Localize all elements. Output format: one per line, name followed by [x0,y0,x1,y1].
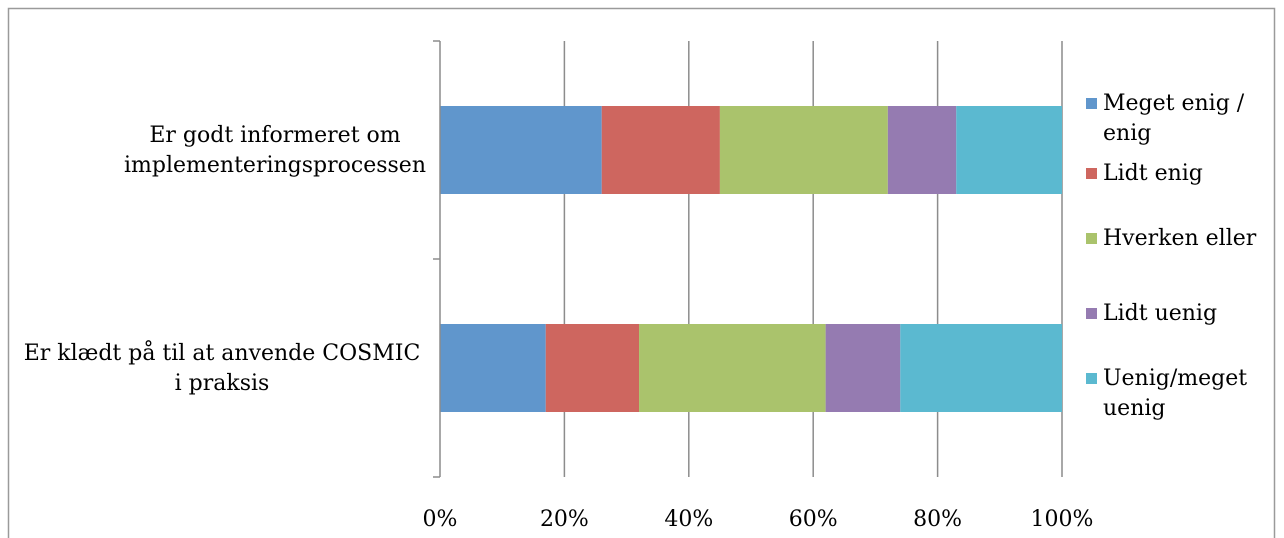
legend-label: Hverken eller [1103,226,1257,251]
legend-swatch [1086,168,1097,179]
x-tick-label: 80% [913,507,962,532]
bar-segment [440,324,546,412]
category-label: Er godt informeret om [149,123,400,148]
bar-segment [956,106,1062,194]
legend-label: Uenig/meget [1103,366,1247,391]
bar-segment [601,106,720,194]
legend-swatch [1086,308,1097,319]
category-label: i praksis [175,371,270,396]
chart-border [7,7,1276,538]
legend-swatch [1086,373,1097,384]
bar-segment [900,324,1062,412]
legend-swatch [1086,98,1097,109]
bar-segment [639,324,826,412]
bar-segment [440,106,602,194]
category-label: Er klædt på til at anvende COSMIC [24,339,421,366]
bars [440,106,1062,412]
category-axis [433,40,441,478]
legend-label: Meget enig / [1103,91,1245,116]
x-tick-label: 60% [789,507,838,532]
x-tick-label: 100% [1031,507,1094,532]
x-tick-label: 20% [540,507,589,532]
x-tick-label: 0% [423,507,458,532]
x-tick-labels: 0% 20% 40% 60% 80% 100% [423,507,1094,532]
x-tick-label: 40% [664,507,713,532]
legend-label: Lidt uenig [1103,301,1217,326]
bar-segment [719,106,888,194]
legend-label: enig [1103,121,1151,146]
legend: Meget enig / enig Lidt enig Hverken eller Li… [1086,91,1257,421]
bar-segment [545,324,640,412]
category-labels: Er godt informeret om implementeringsproc… [24,123,426,396]
legend-label: uenig [1103,396,1165,421]
bar-segment [825,324,901,412]
legend-swatch [1086,233,1097,244]
category-label: implementeringsprocessen [124,153,426,178]
bar-segment [887,106,957,194]
legend-label: Lidt enig [1103,161,1203,186]
